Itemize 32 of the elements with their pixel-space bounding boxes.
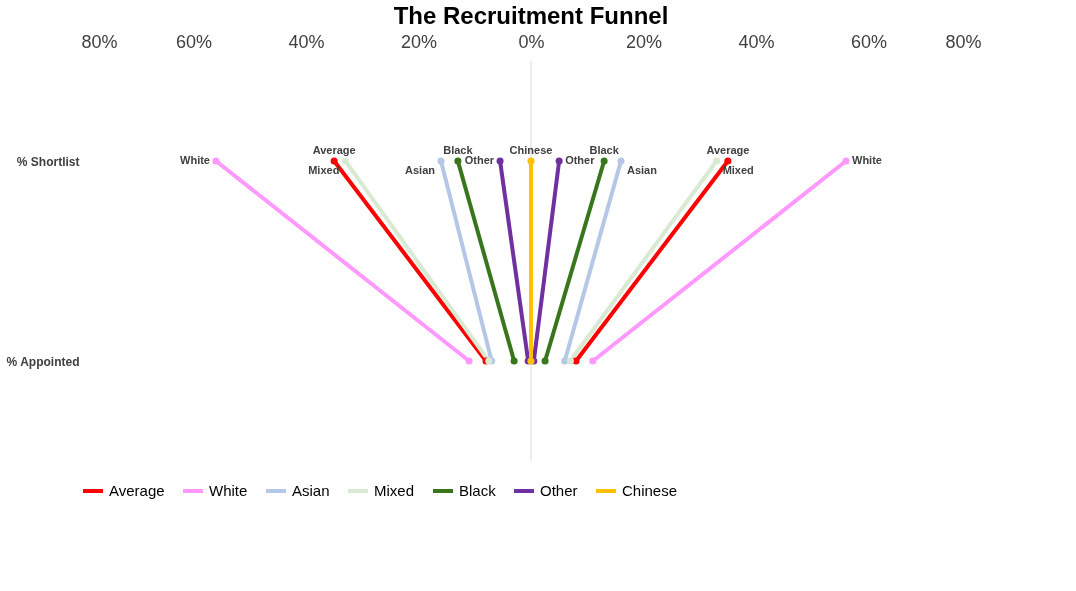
x-tick-label: 60% <box>175 31 213 52</box>
series-label: Mixed <box>722 164 754 176</box>
chart-title: The Recruitment Funnel <box>393 2 669 29</box>
x-tick-label: 40% <box>738 31 775 52</box>
legend-label: White <box>209 482 248 499</box>
text: Other <box>464 154 495 166</box>
x-tick-label: 80% <box>945 31 982 52</box>
series-label: Black <box>589 144 620 156</box>
y-tick-label: % Shortlist <box>16 154 80 169</box>
series-label: Average <box>706 144 750 156</box>
series-label: Asian <box>627 164 658 176</box>
text: Average <box>312 144 356 156</box>
text: Chinese <box>509 144 553 156</box>
legend-label: Average <box>109 482 165 499</box>
x-tick-label: 0% <box>518 31 545 52</box>
legend-label: Asian <box>292 482 330 499</box>
x-tick-label: 20% <box>625 31 663 52</box>
x-tick-label: 60% <box>850 31 888 52</box>
series-label: Other <box>565 154 596 166</box>
legend-label: Mixed <box>374 482 415 499</box>
legend-label: Black <box>459 482 497 499</box>
legend-label: Other <box>540 482 578 499</box>
y-tick-label: % Appointed <box>6 354 80 369</box>
text: Asian <box>405 164 435 176</box>
x-tick-label: 20% <box>400 31 438 52</box>
text: Mixed <box>308 164 340 176</box>
legend-label: Chinese <box>622 482 678 499</box>
text: White <box>180 154 210 166</box>
text: Black <box>443 144 473 156</box>
x-tick-label: 80% <box>81 31 118 52</box>
series-label: White <box>852 154 882 166</box>
x-tick-label: 40% <box>288 31 325 52</box>
